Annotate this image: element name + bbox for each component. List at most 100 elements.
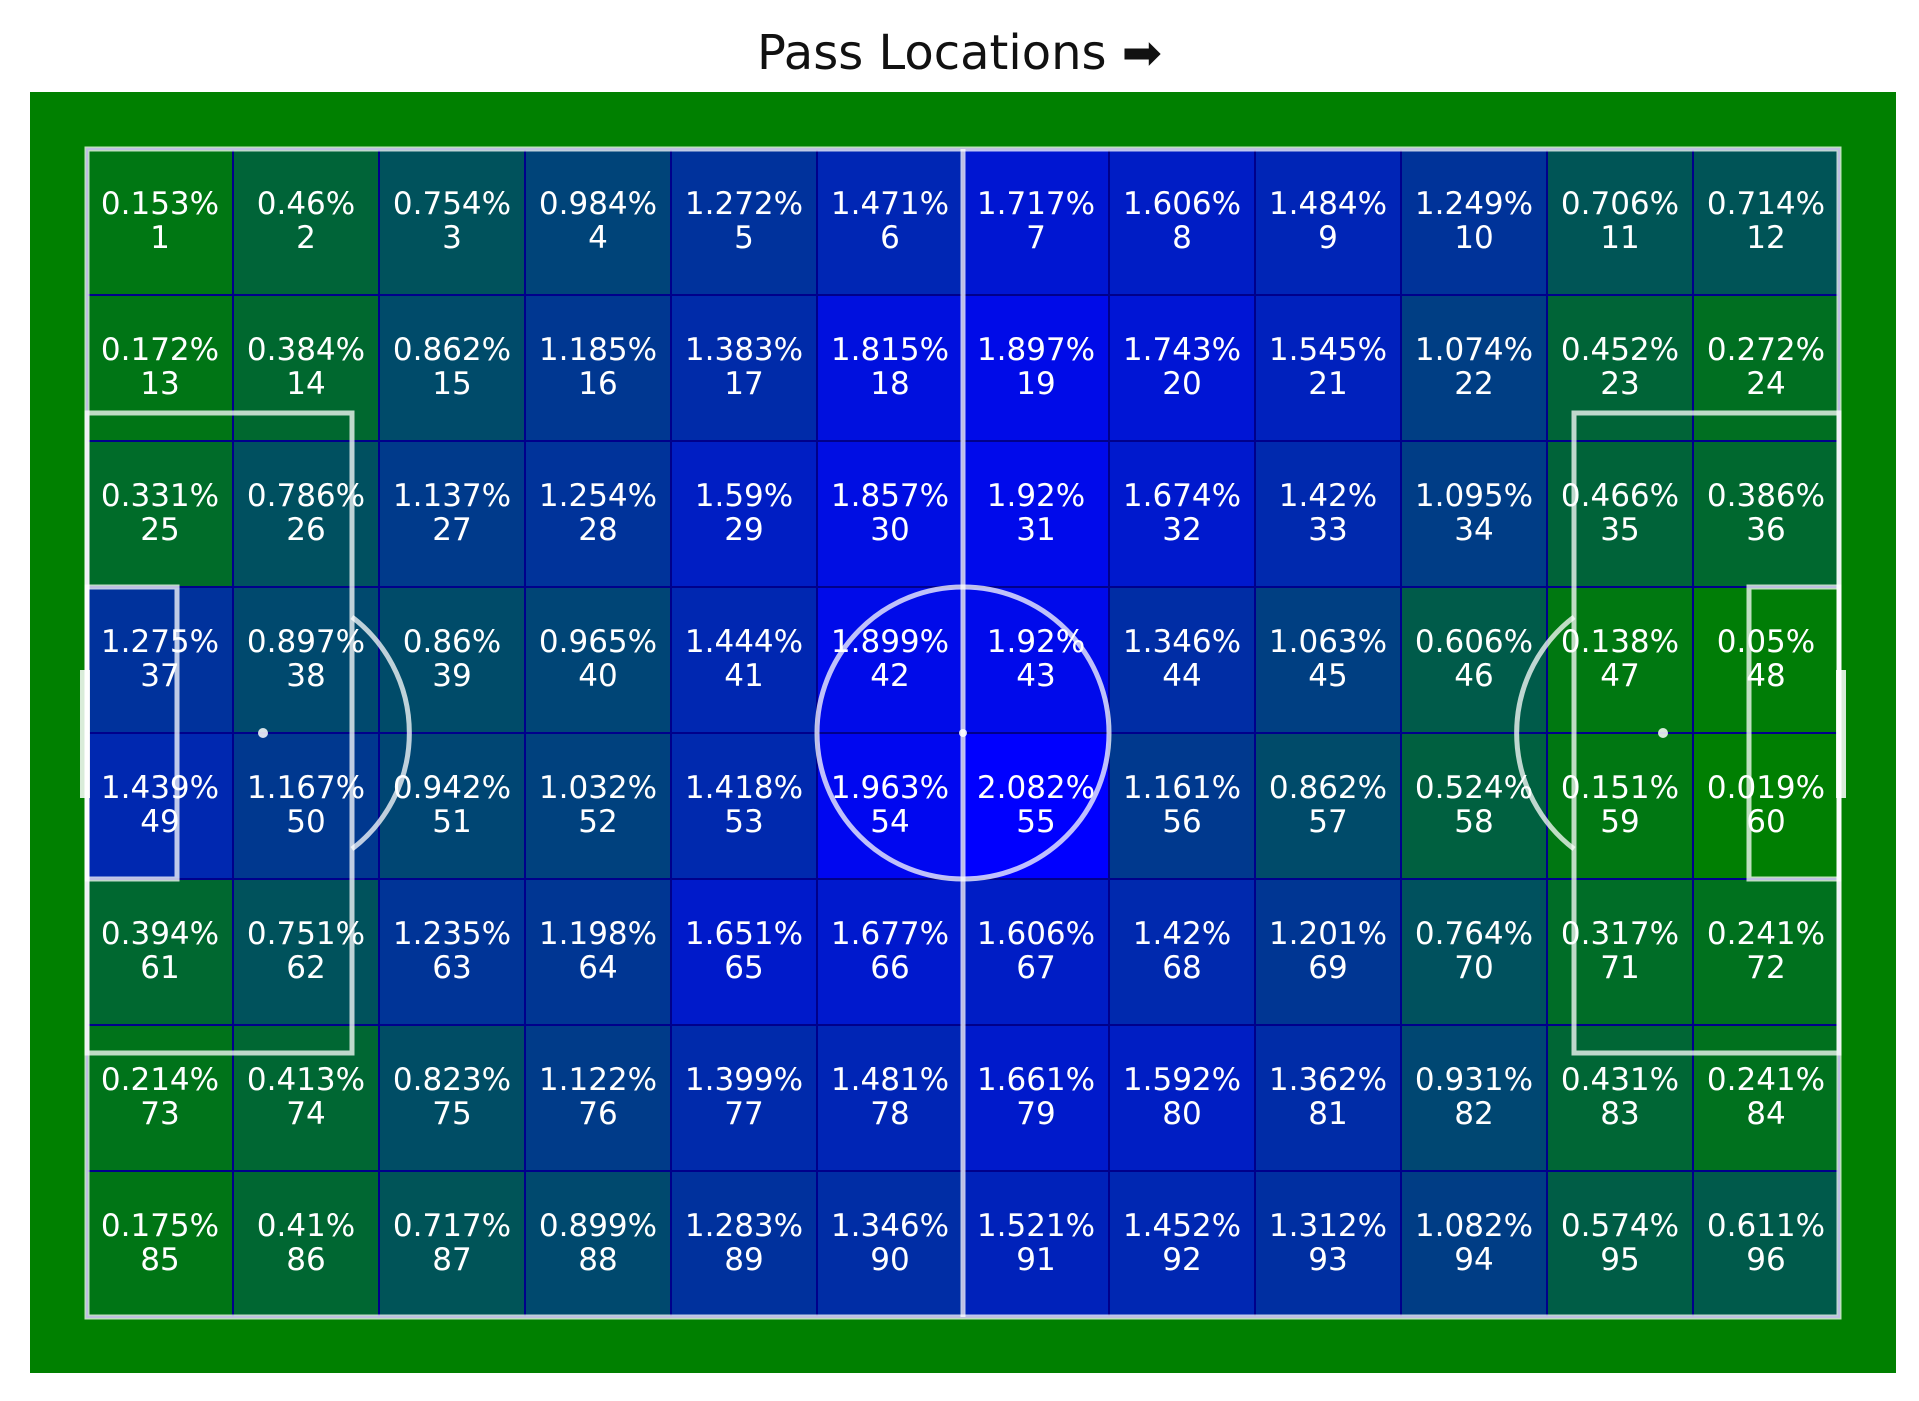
heatmap-cell-30	[816, 440, 964, 588]
cell-percentage-label: 1.185%	[539, 332, 657, 368]
cell-zone-number: 41	[724, 658, 763, 694]
heatmap-cell-46	[1400, 586, 1548, 734]
cell-zone-number: 8	[1172, 220, 1192, 256]
cell-zone-number: 32	[1162, 512, 1201, 548]
cell-percentage-label: 0.754%	[393, 186, 511, 222]
heatmap-cell-86	[232, 1170, 380, 1318]
cell-percentage-label: 0.331%	[101, 478, 219, 514]
cell-zone-number: 46	[1454, 658, 1493, 694]
cell-percentage-label: 0.717%	[393, 1208, 511, 1244]
cell-zone-number: 16	[578, 366, 617, 402]
cell-zone-number: 44	[1162, 658, 1201, 694]
heatmap-cell-60	[1692, 732, 1840, 880]
cell-percentage-label: 0.384%	[247, 332, 365, 368]
heatmap-cell-94	[1400, 1170, 1548, 1318]
cell-zone-number: 39	[432, 658, 471, 694]
cell-percentage-label: 1.899%	[831, 624, 949, 660]
cell-percentage-label: 1.439%	[101, 770, 219, 806]
cell-zone-number: 2	[296, 220, 316, 256]
cell-zone-number: 62	[286, 950, 325, 986]
cell-zone-number: 37	[140, 658, 179, 694]
left-goal	[80, 670, 90, 798]
cell-zone-number: 12	[1746, 220, 1785, 256]
cell-percentage-label: 0.41%	[257, 1208, 355, 1244]
cell-percentage-label: 0.86%	[403, 624, 501, 660]
cell-zone-number: 24	[1746, 366, 1785, 402]
heatmap-cell-47	[1546, 586, 1694, 734]
cell-zone-number: 54	[870, 804, 909, 840]
cell-zone-number: 28	[578, 512, 617, 548]
cell-percentage-label: 0.611%	[1707, 1208, 1825, 1244]
heatmap-cell-95	[1546, 1170, 1694, 1318]
cell-percentage-label: 1.161%	[1123, 770, 1241, 806]
heatmap-cell-50	[232, 732, 380, 880]
cell-percentage-label: 0.899%	[539, 1208, 657, 1244]
cell-percentage-label: 0.862%	[1269, 770, 1387, 806]
cell-zone-number: 94	[1454, 1242, 1493, 1278]
cell-zone-number: 86	[286, 1242, 325, 1278]
cell-zone-number: 87	[432, 1242, 471, 1278]
cell-percentage-label: 1.254%	[539, 478, 657, 514]
cell-percentage-label: 0.46%	[257, 186, 355, 222]
cell-percentage-label: 1.481%	[831, 1062, 949, 1098]
heatmap-cell-91	[962, 1170, 1110, 1318]
centre-circle	[814, 584, 1112, 882]
cell-zone-number: 34	[1454, 512, 1493, 548]
cell-percentage-label: 1.606%	[977, 916, 1095, 952]
heatmap-labels: 0.153%1 0.46%2 0.754%3 0.984%4 1.272%5 1.471%…	[101, 186, 1825, 1278]
cell-percentage-label: 0.172%	[101, 332, 219, 368]
heatmap-cell-32	[1108, 440, 1256, 588]
heatmap-cell-93	[1254, 1170, 1402, 1318]
heatmap-cell-36	[1692, 440, 1840, 588]
heatmap-cell-26	[232, 440, 380, 588]
cell-percentage-label: 0.984%	[539, 186, 657, 222]
cell-zone-number: 83	[1600, 1096, 1639, 1132]
cell-percentage-label: 1.312%	[1269, 1208, 1387, 1244]
right-arrow-icon: ➡	[1121, 25, 1162, 81]
cell-zone-number: 27	[432, 512, 471, 548]
cell-percentage-label: 1.122%	[539, 1062, 657, 1098]
cell-percentage-label: 1.418%	[685, 770, 803, 806]
cell-zone-number: 31	[1016, 512, 1055, 548]
cell-zone-number: 79	[1016, 1096, 1055, 1132]
cell-percentage-label: 1.235%	[393, 916, 511, 952]
cell-percentage-label: 0.272%	[1707, 332, 1825, 368]
cell-zone-number: 3	[442, 220, 462, 256]
cell-zone-number: 35	[1600, 512, 1639, 548]
cell-zone-number: 81	[1308, 1096, 1347, 1132]
cell-zone-number: 19	[1016, 366, 1055, 402]
heatmap-cell-25	[86, 440, 234, 588]
cell-percentage-label: 0.965%	[539, 624, 657, 660]
cell-percentage-label: 0.524%	[1415, 770, 1533, 806]
heatmap-cell-8	[1108, 148, 1256, 296]
cell-zone-number: 55	[1016, 804, 1055, 840]
chart-title: Pass Locations ➡	[0, 18, 1919, 88]
cell-zone-number: 45	[1308, 658, 1347, 694]
cell-percentage-label: 0.241%	[1707, 916, 1825, 952]
cell-percentage-label: 1.857%	[831, 478, 949, 514]
pitch-spots	[80, 670, 1846, 798]
cell-percentage-label: 0.714%	[1707, 186, 1825, 222]
heatmap-cell-83	[1546, 1024, 1694, 1172]
cell-zone-number: 5	[734, 220, 754, 256]
cell-zone-number: 48	[1746, 658, 1785, 694]
heatmap-cell-73	[86, 1024, 234, 1172]
cell-percentage-label: 1.137%	[393, 478, 511, 514]
heatmap-cell-75	[378, 1024, 526, 1172]
cell-zone-number: 68	[1162, 950, 1201, 986]
cell-zone-number: 13	[140, 366, 179, 402]
cell-percentage-label: 0.897%	[247, 624, 365, 660]
heatmap-cell-53	[670, 732, 818, 880]
cell-zone-number: 72	[1746, 950, 1785, 986]
cell-zone-number: 10	[1454, 220, 1493, 256]
cell-zone-number: 73	[140, 1096, 179, 1132]
cell-zone-number: 64	[578, 950, 617, 986]
cell-percentage-label: 1.444%	[685, 624, 803, 660]
cell-zone-number: 65	[724, 950, 763, 986]
cell-percentage-label: 1.383%	[685, 332, 803, 368]
cell-zone-number: 90	[870, 1242, 909, 1278]
cell-percentage-label: 0.386%	[1707, 478, 1825, 514]
heatmap-cell-92	[1108, 1170, 1256, 1318]
cell-percentage-label: 0.138%	[1561, 624, 1679, 660]
